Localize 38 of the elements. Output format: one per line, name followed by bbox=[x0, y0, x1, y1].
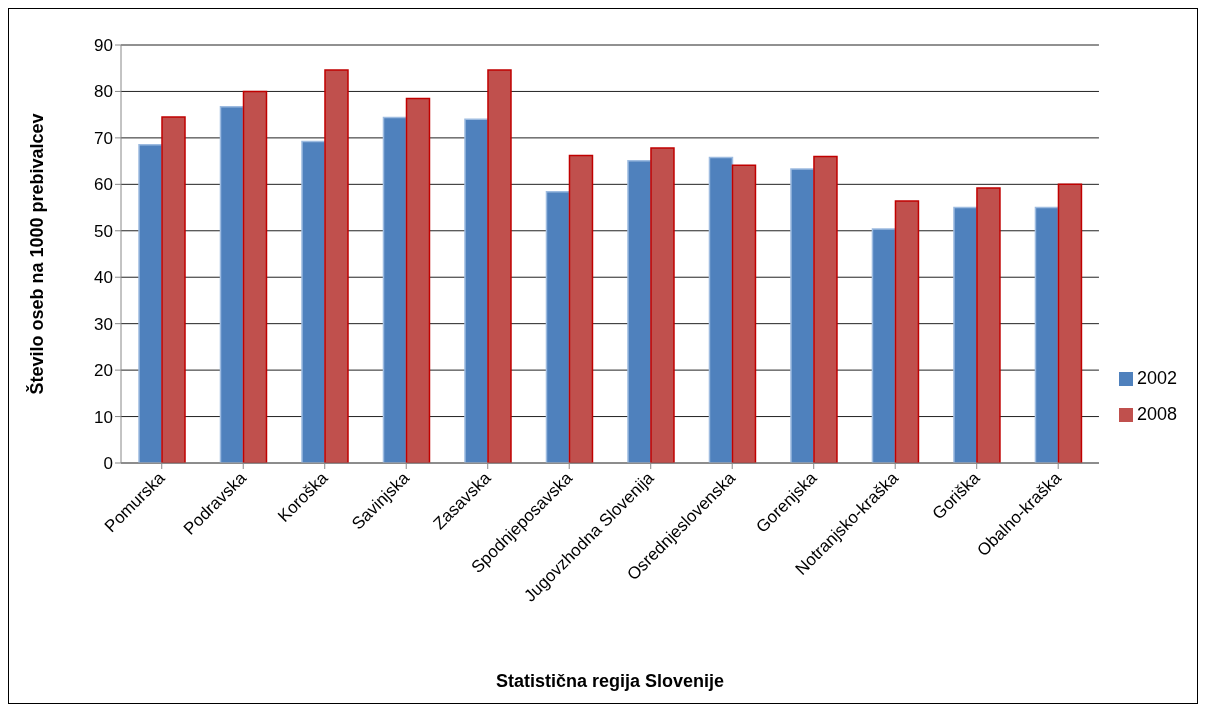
bar bbox=[324, 69, 349, 463]
bar bbox=[219, 106, 245, 463]
bar bbox=[953, 206, 978, 463]
y-tick-label: 20 bbox=[94, 361, 113, 381]
legend-label: 2002 bbox=[1136, 368, 1177, 388]
bar bbox=[545, 191, 571, 463]
bar bbox=[301, 140, 326, 463]
bar bbox=[161, 116, 186, 463]
bar bbox=[627, 159, 652, 463]
legend-label: 2008 bbox=[1136, 404, 1177, 424]
bar bbox=[242, 90, 268, 463]
y-tick-label: 70 bbox=[94, 128, 113, 148]
bar bbox=[487, 69, 512, 463]
y-axis-title: Število oseb na 1000 prebivalcev bbox=[26, 113, 48, 395]
y-tick-label: 60 bbox=[94, 175, 113, 195]
y-tick-label: 80 bbox=[94, 82, 113, 102]
bar bbox=[976, 187, 1001, 463]
y-tick-label: 40 bbox=[94, 268, 113, 288]
bar bbox=[568, 154, 594, 463]
y-tick-label: 30 bbox=[94, 314, 113, 334]
bar bbox=[871, 228, 897, 463]
bar bbox=[382, 116, 408, 463]
bar bbox=[813, 155, 838, 463]
bar bbox=[464, 118, 489, 463]
bar bbox=[790, 168, 815, 463]
x-axis-title: Statistična regija Slovenije bbox=[495, 671, 725, 691]
y-tick-label: 50 bbox=[94, 221, 113, 241]
bar bbox=[138, 144, 163, 463]
bar bbox=[650, 147, 675, 463]
bar bbox=[405, 97, 431, 463]
y-tick-label: 90 bbox=[94, 36, 113, 56]
bar bbox=[731, 164, 757, 463]
y-tick-label: 10 bbox=[94, 407, 113, 427]
bar bbox=[1057, 183, 1083, 463]
bar bbox=[708, 156, 734, 463]
y-tick-label: 0 bbox=[103, 454, 113, 474]
bar bbox=[894, 200, 920, 463]
bar bbox=[1034, 206, 1060, 463]
